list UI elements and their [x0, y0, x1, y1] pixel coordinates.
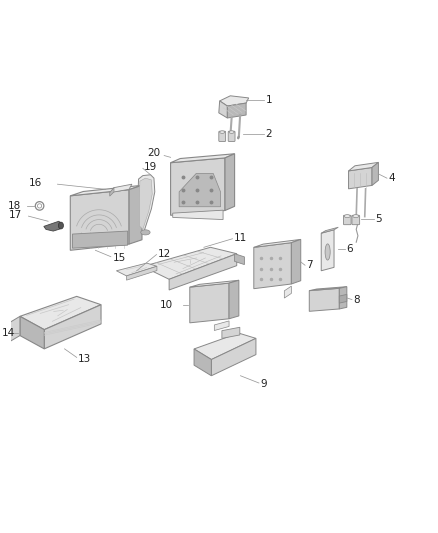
- Text: 20: 20: [147, 148, 160, 158]
- Text: 18: 18: [8, 201, 21, 211]
- Polygon shape: [72, 231, 127, 248]
- Polygon shape: [339, 294, 347, 303]
- Polygon shape: [220, 96, 249, 106]
- Polygon shape: [349, 163, 378, 171]
- Polygon shape: [284, 286, 291, 298]
- Polygon shape: [173, 210, 223, 220]
- Polygon shape: [309, 288, 339, 311]
- Polygon shape: [20, 317, 44, 349]
- Polygon shape: [194, 349, 212, 376]
- Polygon shape: [225, 154, 235, 211]
- Text: 5: 5: [375, 214, 382, 224]
- Polygon shape: [254, 243, 291, 289]
- Polygon shape: [127, 266, 157, 280]
- Polygon shape: [235, 254, 244, 264]
- Polygon shape: [372, 163, 378, 185]
- Polygon shape: [309, 287, 347, 290]
- Polygon shape: [44, 305, 101, 349]
- FancyBboxPatch shape: [343, 215, 351, 225]
- Text: 8: 8: [353, 295, 360, 304]
- Polygon shape: [110, 184, 132, 193]
- Polygon shape: [190, 280, 239, 287]
- Text: 12: 12: [158, 249, 171, 259]
- Ellipse shape: [344, 215, 350, 217]
- Polygon shape: [20, 296, 101, 329]
- Text: 1: 1: [266, 95, 272, 105]
- Polygon shape: [321, 227, 338, 233]
- Polygon shape: [229, 280, 239, 319]
- Text: 6: 6: [346, 245, 353, 254]
- Polygon shape: [170, 154, 235, 163]
- Text: 16: 16: [29, 179, 42, 188]
- Polygon shape: [339, 287, 347, 309]
- Polygon shape: [212, 338, 256, 376]
- Polygon shape: [117, 263, 157, 276]
- Polygon shape: [214, 321, 229, 330]
- Ellipse shape: [325, 244, 330, 260]
- Polygon shape: [254, 239, 301, 247]
- Ellipse shape: [58, 222, 64, 229]
- Polygon shape: [179, 173, 220, 207]
- Polygon shape: [139, 178, 152, 229]
- Ellipse shape: [220, 131, 225, 133]
- Polygon shape: [143, 247, 237, 279]
- Text: 10: 10: [159, 300, 173, 310]
- Polygon shape: [138, 175, 155, 232]
- Text: 13: 13: [78, 354, 91, 364]
- Text: 15: 15: [113, 253, 126, 263]
- Polygon shape: [321, 230, 334, 271]
- Text: 7: 7: [306, 260, 312, 270]
- Text: 4: 4: [388, 173, 395, 183]
- Polygon shape: [70, 185, 142, 196]
- Polygon shape: [227, 103, 246, 118]
- Ellipse shape: [229, 131, 234, 133]
- Polygon shape: [44, 221, 62, 231]
- FancyBboxPatch shape: [352, 215, 360, 225]
- Text: 2: 2: [266, 129, 272, 139]
- Polygon shape: [349, 167, 372, 189]
- Polygon shape: [169, 254, 237, 290]
- Polygon shape: [70, 190, 129, 251]
- Polygon shape: [9, 317, 20, 341]
- Polygon shape: [291, 239, 301, 284]
- Polygon shape: [222, 327, 240, 338]
- Text: 9: 9: [260, 379, 267, 389]
- FancyBboxPatch shape: [228, 131, 235, 141]
- Text: 17: 17: [9, 210, 22, 220]
- Polygon shape: [129, 185, 142, 244]
- Polygon shape: [8, 323, 11, 342]
- Polygon shape: [219, 101, 227, 118]
- Polygon shape: [190, 283, 229, 323]
- Polygon shape: [194, 333, 256, 360]
- FancyBboxPatch shape: [219, 131, 226, 141]
- Ellipse shape: [141, 230, 150, 235]
- Polygon shape: [110, 188, 114, 196]
- Text: 11: 11: [234, 233, 247, 243]
- Text: 14: 14: [2, 328, 15, 337]
- Ellipse shape: [353, 215, 359, 217]
- Text: 19: 19: [144, 162, 157, 172]
- Polygon shape: [170, 158, 225, 215]
